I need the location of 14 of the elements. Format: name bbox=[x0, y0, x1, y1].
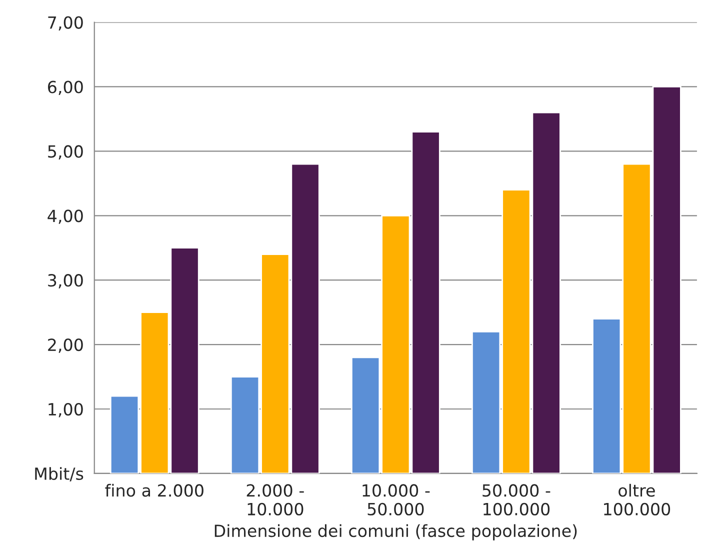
x-tick-label: 50.000 - 100.000 bbox=[482, 484, 550, 516]
y-tick-label: Mbit/s bbox=[35, 467, 84, 482]
y-tick-label: 7,00 bbox=[48, 16, 83, 31]
y-tick-label: 3,00 bbox=[48, 274, 83, 288]
y-tick-label: 2,00 bbox=[48, 338, 83, 353]
y-tick-label: 4,00 bbox=[48, 210, 83, 224]
x-tick-label: oltre 100.000 bbox=[604, 484, 670, 516]
x-tick-label: fino a 2.000 bbox=[105, 484, 204, 497]
x-axis-title: Dimensione dei comuni (fasce popolazione) bbox=[214, 524, 577, 540]
y-tick-label: 6,00 bbox=[48, 80, 83, 95]
x-tick-label: 10.000 - 50.000 bbox=[362, 484, 430, 516]
x-tick-label: 2.000 - 10.000 bbox=[246, 484, 304, 516]
y-tick-label: 5,00 bbox=[48, 145, 83, 160]
y-tick-label: 1,00 bbox=[48, 402, 83, 418]
